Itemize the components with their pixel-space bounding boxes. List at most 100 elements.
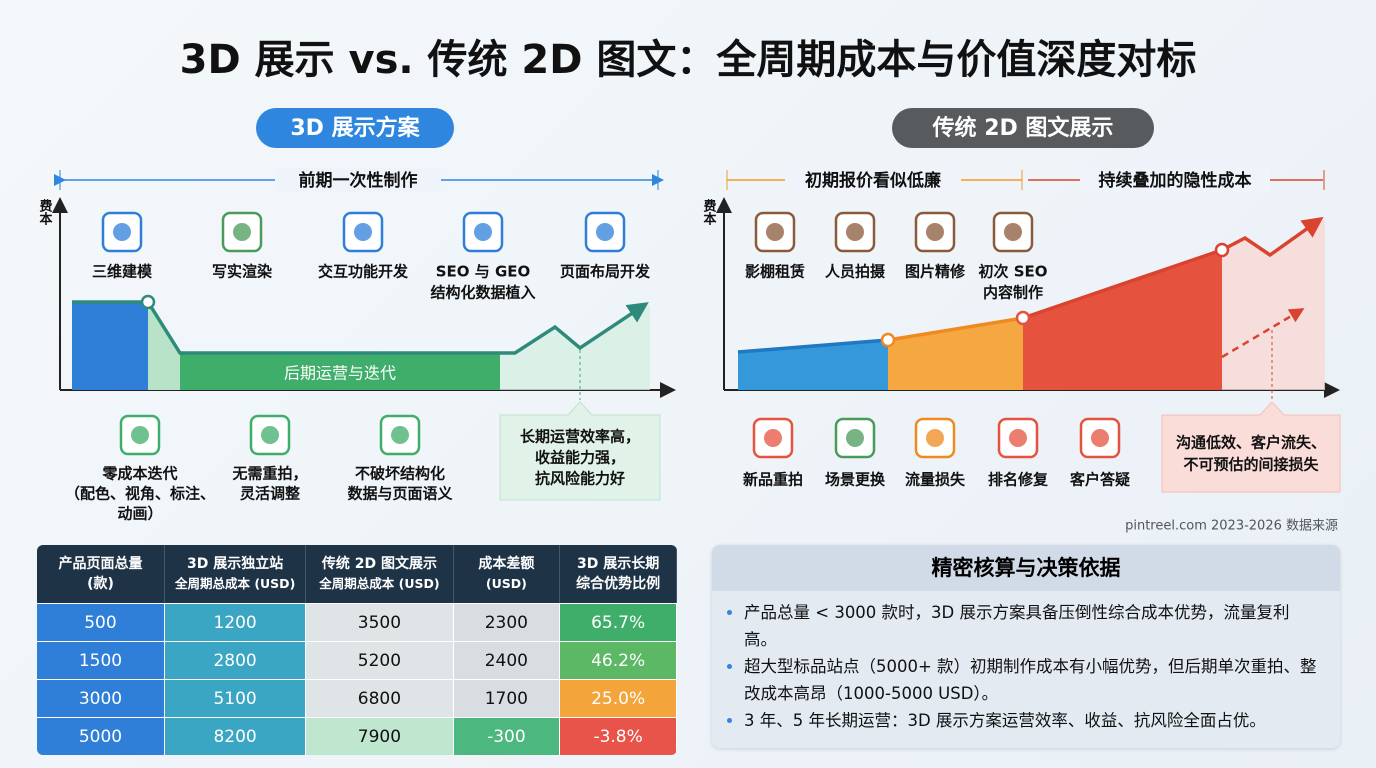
cell: 3000	[37, 679, 165, 717]
badge-text: 3D 展示方案	[290, 115, 420, 141]
label: 零成本迭代	[101, 465, 177, 483]
source: pintreel.com 2023-2026 数据来源	[1125, 519, 1338, 534]
header-cell: 传统 2D 图文展示 全周期总成本 (USD)	[306, 545, 454, 603]
cell: 8200	[164, 717, 307, 755]
label: 客户答疑	[1069, 471, 1130, 489]
icon	[354, 223, 372, 241]
label: 初次 SEO	[978, 263, 1047, 281]
header-line: 产品页面总量	[58, 556, 143, 572]
cell: 2400	[453, 641, 561, 679]
bullet: 超大型标品站点（5000+ 款）初期制作成本有小幅优势，但后期单次重拍、整改成本…	[744, 653, 1322, 707]
icon	[233, 223, 251, 241]
label: 流量损失	[905, 471, 966, 489]
label: 内容制作	[983, 284, 1043, 302]
bullet: 3 年、5 年长期运营：3D 展示方案运营效率、收益、抗风险全面占优。	[744, 707, 1322, 734]
row: 3000 5100 6800 1700 25.0%	[37, 679, 677, 717]
cell: 1200	[164, 603, 307, 641]
cell: -3.8%	[560, 717, 677, 755]
cell: 25.0%	[560, 679, 677, 717]
axis-label: 费本	[701, 198, 717, 226]
icon	[113, 223, 131, 241]
icon	[1091, 429, 1109, 447]
icon	[474, 223, 492, 241]
label: 沟通低效、客户流失、	[1176, 434, 1326, 452]
cell: -300	[453, 717, 561, 755]
header-line: 成本差额	[478, 556, 535, 572]
icon	[131, 426, 149, 444]
label: 页面布局开发	[560, 263, 651, 281]
header-line: 3D 展示长期	[576, 556, 660, 572]
badge	[256, 108, 454, 148]
label: 结构化数据植入	[430, 284, 535, 302]
row: 1500 2800 5200 2400 46.2%	[37, 641, 677, 679]
cell: 1500	[37, 641, 165, 679]
label: 抗风险能力好	[535, 470, 625, 488]
row: 500 1200 3500 2300 65.7%	[37, 603, 677, 641]
icon	[766, 223, 784, 241]
label: 数据与页面语义	[347, 485, 452, 503]
label: 灵活调整	[240, 485, 300, 503]
header-line: (USD)	[485, 576, 527, 591]
label: 人员拍摄	[825, 263, 886, 281]
cell: 1700	[453, 679, 561, 717]
notes-title: 精密核算与决策依据	[712, 545, 1340, 591]
axis-label: 费本	[37, 198, 53, 226]
header-cell: 3D 展示长期 综合优势比例	[560, 545, 677, 603]
cell: 65.7%	[560, 603, 677, 641]
title: 3D 展示 vs. 传统 2D 图文：全周期成本与价值深度对标	[180, 37, 1197, 83]
icon	[846, 429, 864, 447]
band-label: 后期运营与迭代	[284, 364, 396, 383]
header-cell: 产品页面总量 (款)	[37, 545, 165, 603]
cell: 46.2%	[560, 641, 677, 679]
header-line: 3D 展示独立站	[187, 556, 284, 572]
header-line: (款)	[87, 576, 114, 592]
cell: 5000	[37, 717, 165, 755]
badge	[892, 108, 1154, 148]
header-cell: 3D 展示独立站 全周期总成本 (USD)	[164, 545, 307, 603]
label: 长期运营效率高，	[520, 428, 640, 446]
diagram: 3D 展示 vs. 传统 2D 图文：全周期成本与价值深度对标 3D 展示方案 …	[37, 37, 1341, 534]
label: 新品重拍	[743, 471, 803, 489]
span-label: 前期一次性制作	[299, 170, 418, 191]
label: 不破坏结构化	[355, 465, 445, 483]
cell: 7900	[306, 717, 454, 755]
label: SEO 与 GEO	[436, 263, 531, 281]
label: 写实渲染	[212, 263, 273, 281]
bullet: 产品总量 < 3000 款时，3D 展示方案具备压倒性综合成本优势，流量复利高。	[744, 599, 1322, 653]
icon	[1004, 223, 1022, 241]
header-line: 传统 2D 图文展示	[321, 556, 437, 572]
label: 交互功能开发	[318, 263, 409, 281]
label: 场景更换	[825, 471, 886, 489]
icon	[926, 429, 944, 447]
icon	[926, 223, 944, 241]
icon	[596, 223, 614, 241]
header-line: 全周期总成本 (USD)	[319, 576, 440, 591]
header-line: 综合优势比例	[576, 576, 661, 592]
cell: 6800	[306, 679, 454, 717]
label: 不可预估的间接损失	[1183, 456, 1319, 474]
cost-table: 产品页面总量 (款) 3D 展示独立站 全周期总成本 (USD) 传统 2D 图文展示全…	[37, 545, 677, 755]
label: （配色、视角、标注、	[65, 485, 215, 503]
cell: 5200	[306, 641, 454, 679]
cell: 3500	[306, 603, 454, 641]
cell: 500	[37, 603, 165, 641]
icon	[764, 429, 782, 447]
label: 收益能力强，	[535, 449, 625, 467]
cell: 2300	[453, 603, 561, 641]
label: 排名修复	[988, 471, 1049, 489]
cell: 2800	[164, 641, 307, 679]
icon	[261, 426, 279, 444]
icon	[846, 223, 864, 241]
cell: 5100	[164, 679, 307, 717]
icon	[391, 426, 409, 444]
label: 无需重拍，	[231, 465, 307, 483]
span-label: 初期报价看似低廉	[805, 170, 941, 191]
badge-text: 传统 2D 图文展示	[932, 115, 1114, 141]
icon	[1009, 429, 1027, 447]
row: 5000 8200 7900 -300 -3.8%	[37, 717, 677, 755]
span-label: 持续叠加的隐性成本	[1099, 170, 1252, 191]
label: 动画）	[117, 505, 162, 523]
label: 三维建模	[92, 263, 153, 281]
header-line: 全周期总成本 (USD)	[174, 576, 296, 591]
